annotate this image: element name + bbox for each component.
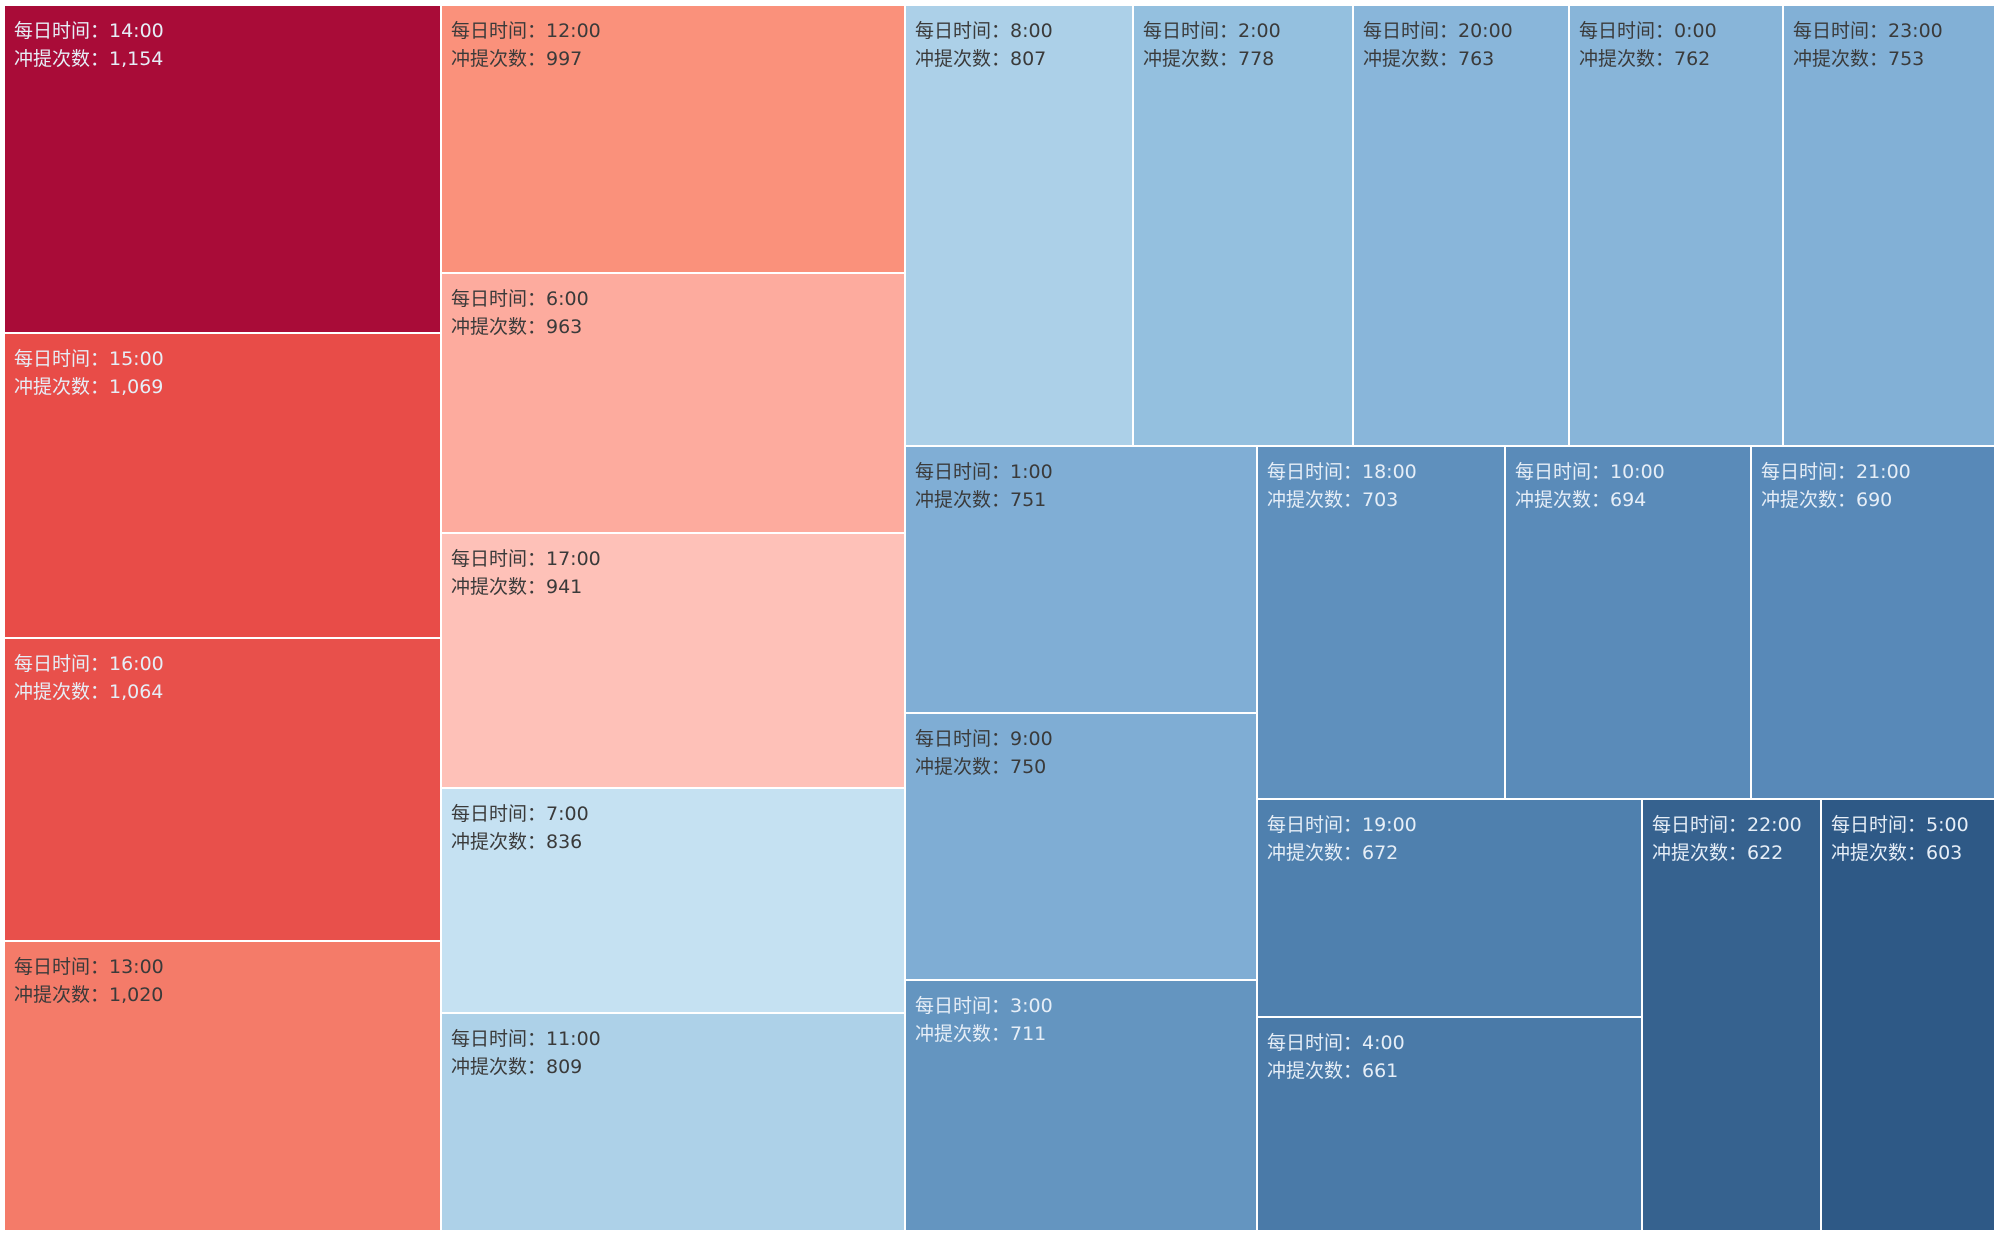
cell-count-label: 冲提次数：997 [451,48,583,70]
cell-time-label: 每日时间：3:00 [915,995,1053,1017]
treemap-cell[interactable]: 每日时间：9:00 冲提次数：750 [905,713,1257,980]
cell-time-label: 每日时间：18:00 [1267,461,1417,483]
cell-label: 每日时间：18:00 冲提次数：703 [1267,458,1417,514]
cell-label: 每日时间：19:00 冲提次数：672 [1267,811,1417,867]
treemap-cell[interactable]: 每日时间：3:00 冲提次数：711 [905,980,1257,1231]
cell-time-label: 每日时间：12:00 [451,20,601,42]
cell-time-label: 每日时间：0:00 [1579,20,1717,42]
cell-count-label: 冲提次数：1,154 [14,48,164,70]
treemap-cell[interactable]: 每日时间：2:00 冲提次数：778 [1133,5,1353,446]
cell-time-label: 每日时间：2:00 [1143,20,1281,42]
cell-count-label: 冲提次数：1,020 [14,984,164,1006]
cell-count-label: 冲提次数：703 [1267,489,1399,511]
treemap-cell[interactable]: 每日时间：13:00 冲提次数：1,020 [4,941,441,1231]
cell-label: 每日时间：8:00 冲提次数：807 [915,17,1053,73]
treemap-cell[interactable]: 每日时间：15:00 冲提次数：1,069 [4,333,441,638]
cell-label: 每日时间：14:00 冲提次数：1,154 [14,17,164,73]
treemap-cell[interactable]: 每日时间：17:00 冲提次数：941 [441,533,905,788]
cell-label: 每日时间：20:00 冲提次数：763 [1363,17,1513,73]
cell-label: 每日时间：6:00 冲提次数：963 [451,285,589,341]
cell-time-label: 每日时间：6:00 [451,288,589,310]
cell-time-label: 每日时间：13:00 [14,956,164,978]
cell-count-label: 冲提次数：809 [451,1056,583,1078]
cell-count-label: 冲提次数：762 [1579,48,1711,70]
cell-label: 每日时间：22:00 冲提次数：622 [1652,811,1802,867]
cell-count-label: 冲提次数：690 [1761,489,1893,511]
cell-label: 每日时间：11:00 冲提次数：809 [451,1025,601,1081]
cell-count-label: 冲提次数：603 [1831,842,1963,864]
treemap-cell[interactable]: 每日时间：21:00 冲提次数：690 [1751,446,1995,799]
cell-count-label: 冲提次数：1,064 [14,681,164,703]
cell-label: 每日时间：7:00 冲提次数：836 [451,800,589,856]
cell-count-label: 冲提次数：751 [915,489,1047,511]
cell-label: 每日时间：1:00 冲提次数：751 [915,458,1053,514]
treemap-cell[interactable]: 每日时间：14:00 冲提次数：1,154 [4,5,441,333]
cell-time-label: 每日时间：8:00 [915,20,1053,42]
treemap-cell[interactable]: 每日时间：22:00 冲提次数：622 [1642,799,1821,1231]
cell-time-label: 每日时间：16:00 [14,653,164,675]
cell-time-label: 每日时间：21:00 [1761,461,1911,483]
cell-count-label: 冲提次数：672 [1267,842,1399,864]
cell-time-label: 每日时间：17:00 [451,548,601,570]
cell-label: 每日时间：9:00 冲提次数：750 [915,725,1053,781]
cell-count-label: 冲提次数：661 [1267,1060,1399,1082]
cell-time-label: 每日时间：11:00 [451,1028,601,1050]
treemap-cell[interactable]: 每日时间：18:00 冲提次数：703 [1257,446,1505,799]
cell-count-label: 冲提次数：753 [1793,48,1925,70]
cell-label: 每日时间：15:00 冲提次数：1,069 [14,345,164,401]
cell-label: 每日时间：12:00 冲提次数：997 [451,17,601,73]
cell-count-label: 冲提次数：694 [1515,489,1647,511]
treemap-cell[interactable]: 每日时间：6:00 冲提次数：963 [441,273,905,533]
cell-count-label: 冲提次数：750 [915,756,1047,778]
cell-label: 每日时间：2:00 冲提次数：778 [1143,17,1281,73]
cell-time-label: 每日时间：5:00 [1831,814,1969,836]
cell-time-label: 每日时间：7:00 [451,803,589,825]
cell-time-label: 每日时间：10:00 [1515,461,1665,483]
cell-time-label: 每日时间：1:00 [915,461,1053,483]
cell-time-label: 每日时间：23:00 [1793,20,1943,42]
cell-count-label: 冲提次数：778 [1143,48,1275,70]
cell-label: 每日时间：4:00 冲提次数：661 [1267,1029,1405,1085]
treemap-cell[interactable]: 每日时间：23:00 冲提次数：753 [1783,5,1995,446]
cell-count-label: 冲提次数：836 [451,831,583,853]
cell-label: 每日时间：13:00 冲提次数：1,020 [14,953,164,1009]
cell-count-label: 冲提次数：622 [1652,842,1784,864]
cell-label: 每日时间：23:00 冲提次数：753 [1793,17,1943,73]
treemap-cell[interactable]: 每日时间：19:00 冲提次数：672 [1257,799,1642,1017]
cell-time-label: 每日时间：20:00 [1363,20,1513,42]
cell-label: 每日时间：3:00 冲提次数：711 [915,992,1053,1048]
cell-label: 每日时间：5:00 冲提次数：603 [1831,811,1969,867]
cell-count-label: 冲提次数：711 [915,1023,1047,1045]
treemap-cell[interactable]: 每日时间：0:00 冲提次数：762 [1569,5,1783,446]
treemap-cell[interactable]: 每日时间：5:00 冲提次数：603 [1821,799,1995,1231]
cell-count-label: 冲提次数：1,069 [14,376,164,398]
cell-label: 每日时间：17:00 冲提次数：941 [451,545,601,601]
treemap-cell[interactable]: 每日时间：4:00 冲提次数：661 [1257,1017,1642,1231]
treemap-cell[interactable]: 每日时间：7:00 冲提次数：836 [441,788,905,1013]
cell-label: 每日时间：0:00 冲提次数：762 [1579,17,1717,73]
cell-label: 每日时间：21:00 冲提次数：690 [1761,458,1911,514]
cell-count-label: 冲提次数：763 [1363,48,1495,70]
cell-time-label: 每日时间：9:00 [915,728,1053,750]
cell-label: 每日时间：16:00 冲提次数：1,064 [14,650,164,706]
cell-time-label: 每日时间：19:00 [1267,814,1417,836]
treemap-cell[interactable]: 每日时间：12:00 冲提次数：997 [441,5,905,273]
cell-time-label: 每日时间：15:00 [14,348,164,370]
cell-count-label: 冲提次数：807 [915,48,1047,70]
treemap-cell[interactable]: 每日时间：16:00 冲提次数：1,064 [4,638,441,941]
cell-count-label: 冲提次数：963 [451,316,583,338]
cell-count-label: 冲提次数：941 [451,576,583,598]
treemap-cell[interactable]: 每日时间：1:00 冲提次数：751 [905,446,1257,713]
treemap-cell[interactable]: 每日时间：11:00 冲提次数：809 [441,1013,905,1231]
cell-time-label: 每日时间：4:00 [1267,1032,1405,1054]
treemap-cell[interactable]: 每日时间：20:00 冲提次数：763 [1353,5,1569,446]
cell-time-label: 每日时间：14:00 [14,20,164,42]
cell-label: 每日时间：10:00 冲提次数：694 [1515,458,1665,514]
treemap-cell[interactable]: 每日时间：10:00 冲提次数：694 [1505,446,1751,799]
treemap-cell[interactable]: 每日时间：8:00 冲提次数：807 [905,5,1133,446]
cell-time-label: 每日时间：22:00 [1652,814,1802,836]
